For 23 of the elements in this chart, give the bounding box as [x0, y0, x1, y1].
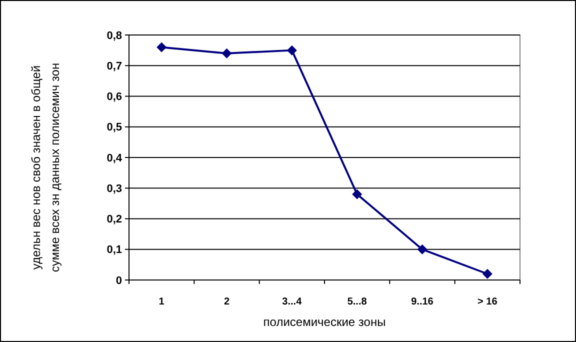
y-tick-label: 0,8	[106, 30, 122, 42]
x-tick-label: 5...8	[347, 296, 368, 308]
point	[417, 244, 428, 254]
x-tick-label: > 16	[478, 296, 498, 308]
y-tick-label: 0,1	[106, 244, 122, 256]
y-tick-label: 0,3	[106, 182, 122, 195]
y-tick-label: 0,2	[106, 214, 122, 226]
x-tick-label: 1	[158, 296, 165, 308]
y-axis-title: удельн вес нов своб значен в общей сумме всех зн данных полисемич зон	[29, 62, 62, 272]
y-tick-label: 0,6	[106, 91, 122, 104]
x-axis-title: полисемические зоны	[263, 315, 386, 329]
x-tick-label: 2	[224, 296, 230, 308]
point	[286, 45, 297, 56]
y-tick-label: 0,4	[106, 152, 123, 164]
point	[352, 189, 362, 200]
y-tick-label: 0,7	[106, 60, 122, 72]
y-tick-label: 0	[116, 274, 122, 287]
point	[222, 48, 232, 58]
point	[482, 268, 492, 279]
y-tick-label: 0,5	[106, 122, 122, 134]
point	[156, 42, 167, 52]
x-tick-label: 9..16	[411, 296, 434, 308]
x-tick-label: 3...4	[282, 296, 302, 308]
